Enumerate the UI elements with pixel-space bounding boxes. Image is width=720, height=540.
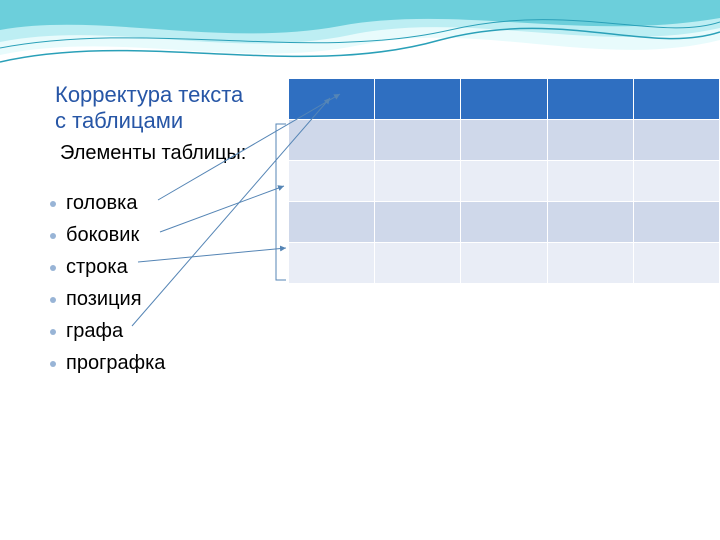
table-row (289, 161, 720, 202)
table-cell (375, 120, 461, 161)
table-cell (547, 202, 633, 243)
table-cell (375, 161, 461, 202)
bullet-label: боковик (66, 224, 139, 246)
table-cell (289, 161, 375, 202)
table-cell (461, 161, 547, 202)
bullet-label: графа (66, 320, 123, 342)
table-header-cell (633, 79, 719, 120)
table-row (289, 243, 720, 284)
bullet-item: строка (50, 254, 165, 286)
table-cell (547, 161, 633, 202)
table-cell (633, 120, 719, 161)
subtitle: Элементы таблицы: (60, 142, 246, 165)
bullet-item: прографка (50, 350, 165, 382)
bullet-label: головка (66, 192, 138, 214)
sample-table (288, 78, 720, 284)
bullet-item: головка (50, 190, 165, 222)
bullet-item: боковик (50, 222, 165, 254)
table-header-cell (375, 79, 461, 120)
title-line-1: Корректура текста (55, 82, 243, 107)
table-cell (375, 243, 461, 284)
table-row (289, 79, 720, 120)
bullet-item: позиция (50, 286, 165, 318)
table-cell (633, 202, 719, 243)
slide: Корректура текста с таблицами Элементы т… (0, 0, 720, 540)
table-cell (633, 161, 719, 202)
table-cell (461, 120, 547, 161)
table-header-cell (547, 79, 633, 120)
table-cell (289, 120, 375, 161)
bullet-list: головка боковик строка позиция графа прографк… (50, 190, 165, 382)
table-cell (633, 243, 719, 284)
title-line-2: с таблицами (55, 108, 183, 133)
table-cell (461, 202, 547, 243)
table-cell (547, 243, 633, 284)
table-cell (289, 202, 375, 243)
table-cell (375, 202, 461, 243)
table-cell (461, 243, 547, 284)
table-cell (547, 120, 633, 161)
table-row (289, 202, 720, 243)
bullet-item: графа (50, 318, 165, 350)
bullet-label: строка (66, 256, 128, 278)
slide-title: Корректура текста с таблицами (55, 82, 243, 135)
table-cell (289, 243, 375, 284)
bullet-label: позиция (66, 288, 142, 310)
table-header-cell (289, 79, 375, 120)
table-row (289, 120, 720, 161)
bullet-label: прографка (66, 352, 165, 374)
table-header-cell (461, 79, 547, 120)
